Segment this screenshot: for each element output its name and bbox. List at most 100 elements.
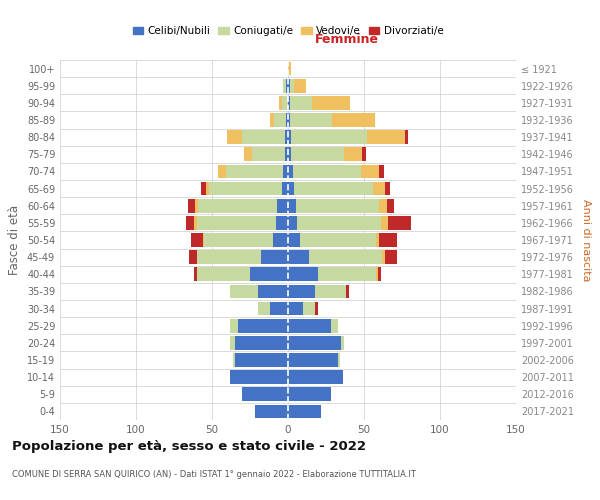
Bar bbox=[285, 130, 288, 144]
Bar bbox=[230, 370, 288, 384]
Bar bbox=[227, 130, 288, 144]
Bar bbox=[288, 404, 322, 418]
Text: Popolazione per età, sesso e stato civile - 2022: Popolazione per età, sesso e stato civil… bbox=[12, 440, 366, 453]
Bar bbox=[288, 302, 316, 316]
Bar bbox=[288, 268, 377, 281]
Bar bbox=[288, 148, 344, 161]
Bar bbox=[191, 233, 288, 247]
Bar bbox=[250, 268, 288, 281]
Bar bbox=[230, 370, 288, 384]
Bar bbox=[288, 79, 290, 92]
Bar bbox=[288, 96, 290, 110]
Bar bbox=[288, 182, 294, 196]
Bar bbox=[254, 404, 288, 418]
Bar bbox=[288, 233, 300, 247]
Bar bbox=[288, 284, 316, 298]
Bar bbox=[288, 284, 346, 298]
Bar bbox=[288, 353, 340, 367]
Bar bbox=[244, 148, 288, 161]
Bar bbox=[286, 113, 288, 127]
Bar bbox=[194, 268, 288, 281]
Bar bbox=[288, 199, 379, 212]
Bar bbox=[226, 164, 288, 178]
Bar bbox=[288, 113, 374, 127]
Bar bbox=[288, 130, 367, 144]
Bar bbox=[288, 130, 408, 144]
Y-axis label: Fasce di età: Fasce di età bbox=[8, 205, 21, 275]
Bar bbox=[288, 268, 381, 281]
Bar bbox=[288, 370, 343, 384]
Bar bbox=[288, 216, 388, 230]
Bar bbox=[288, 96, 350, 110]
Bar bbox=[288, 370, 343, 384]
Bar bbox=[288, 216, 411, 230]
Bar bbox=[230, 336, 288, 349]
Bar bbox=[288, 96, 350, 110]
Bar bbox=[242, 388, 288, 401]
Bar bbox=[257, 284, 288, 298]
Bar bbox=[254, 404, 288, 418]
Bar bbox=[288, 164, 361, 178]
Bar bbox=[230, 284, 288, 298]
Bar bbox=[288, 302, 319, 316]
Bar bbox=[283, 79, 288, 92]
Bar bbox=[288, 182, 373, 196]
Bar bbox=[288, 62, 291, 76]
Bar bbox=[288, 302, 303, 316]
Bar bbox=[288, 182, 385, 196]
Bar bbox=[235, 336, 288, 349]
Bar bbox=[197, 250, 288, 264]
Bar bbox=[288, 388, 331, 401]
Bar bbox=[270, 113, 288, 127]
Bar bbox=[288, 353, 338, 367]
Bar bbox=[283, 164, 288, 178]
Bar bbox=[194, 216, 288, 230]
Bar bbox=[257, 302, 288, 316]
Bar bbox=[242, 388, 288, 401]
Bar bbox=[288, 388, 331, 401]
Bar bbox=[189, 250, 288, 264]
Bar bbox=[288, 336, 341, 349]
Bar bbox=[205, 233, 288, 247]
Bar bbox=[288, 250, 397, 264]
Bar bbox=[230, 370, 288, 384]
Text: Femmine: Femmine bbox=[315, 32, 379, 46]
Bar bbox=[230, 319, 288, 332]
Bar bbox=[288, 233, 397, 247]
Bar bbox=[288, 319, 338, 332]
Bar bbox=[288, 353, 340, 367]
Bar bbox=[286, 79, 288, 92]
Bar bbox=[242, 130, 288, 144]
Bar bbox=[288, 216, 381, 230]
Bar bbox=[288, 319, 338, 332]
Bar bbox=[283, 79, 288, 92]
Bar bbox=[279, 96, 288, 110]
Text: COMUNE DI SERRA SAN QUIRICO (AN) - Dati ISTAT 1° gennaio 2022 - Elaborazione TUT: COMUNE DI SERRA SAN QUIRICO (AN) - Dati … bbox=[12, 470, 416, 479]
Legend: Celibi/Nubili, Coniugati/e, Vedovi/e, Divorziati/e: Celibi/Nubili, Coniugati/e, Vedovi/e, Di… bbox=[128, 22, 448, 40]
Bar bbox=[288, 250, 309, 264]
Bar bbox=[288, 79, 306, 92]
Bar bbox=[288, 370, 343, 384]
Bar bbox=[288, 388, 331, 401]
Bar bbox=[288, 113, 374, 127]
Bar bbox=[270, 113, 288, 127]
Bar bbox=[230, 284, 288, 298]
Bar bbox=[288, 182, 390, 196]
Bar bbox=[288, 130, 291, 144]
Bar bbox=[288, 268, 319, 281]
Bar bbox=[288, 164, 384, 178]
Bar bbox=[260, 250, 288, 264]
Bar bbox=[288, 79, 306, 92]
Bar bbox=[199, 199, 288, 212]
Y-axis label: Anni di nascita: Anni di nascita bbox=[581, 198, 590, 281]
Bar bbox=[238, 319, 288, 332]
Bar bbox=[230, 284, 288, 298]
Bar bbox=[257, 302, 288, 316]
Bar bbox=[251, 148, 288, 161]
Bar bbox=[288, 199, 387, 212]
Bar bbox=[277, 199, 288, 212]
Bar bbox=[285, 148, 288, 161]
Bar bbox=[242, 388, 288, 401]
Bar bbox=[233, 353, 288, 367]
Bar bbox=[197, 268, 288, 281]
